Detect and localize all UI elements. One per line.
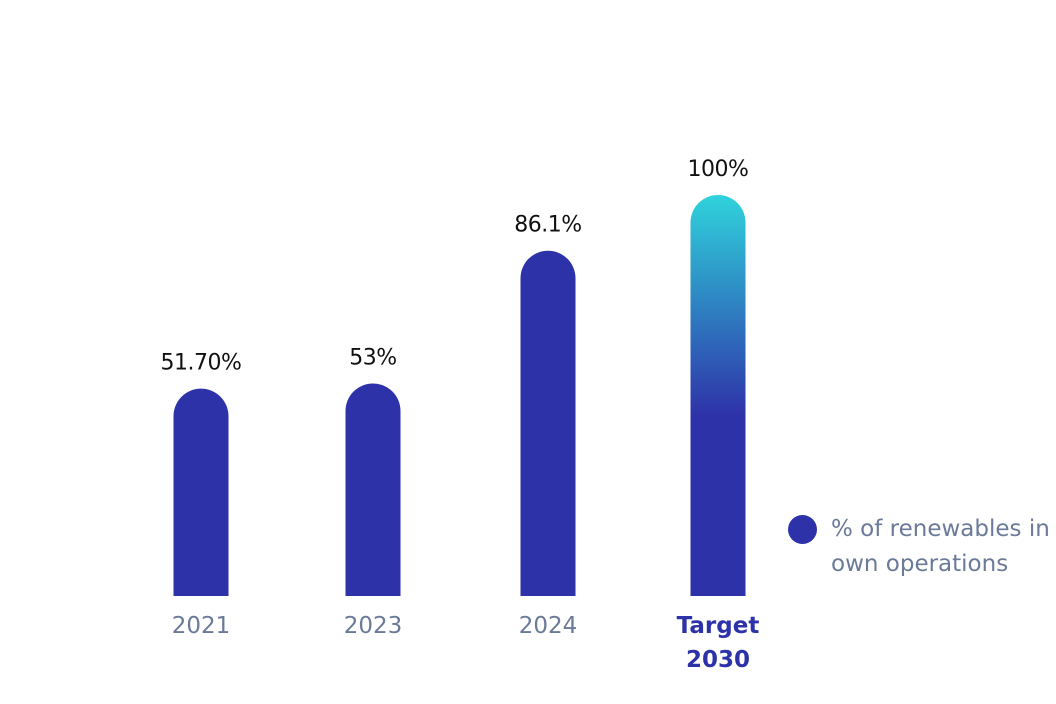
value-labels-layer: 51.70% 53% 86.1% 100% bbox=[161, 157, 749, 376]
value-label: 86.1% bbox=[514, 213, 581, 238]
x-tick-label: 2024 bbox=[519, 613, 578, 639]
x-tick-label: Target 2030 bbox=[677, 613, 760, 673]
bar-target-2030 bbox=[690, 195, 746, 596]
value-label: 51.70% bbox=[161, 351, 242, 376]
bar-2023 bbox=[345, 383, 401, 596]
x-tick-label-line: 2030 bbox=[686, 647, 750, 673]
value-label: 100% bbox=[688, 157, 749, 182]
x-tick-label-line: 2021 bbox=[172, 613, 231, 639]
bar-2024 bbox=[520, 250, 576, 596]
bar-2021 bbox=[173, 388, 229, 596]
x-tick-label-line: 2023 bbox=[344, 613, 403, 639]
legend: % of renewables in own operations bbox=[788, 512, 1051, 582]
value-label: 53% bbox=[349, 345, 396, 370]
x-tick-label: 2023 bbox=[344, 613, 403, 639]
bars-layer bbox=[173, 195, 746, 596]
legend-swatch bbox=[788, 515, 817, 544]
x-tick-label-line: 2024 bbox=[519, 613, 578, 639]
tick-labels-layer: 2021 2023 2024 Target 2030 bbox=[172, 613, 760, 673]
x-tick-label-line: Target bbox=[677, 613, 760, 639]
legend-label: % of renewables in own operations bbox=[831, 516, 1050, 577]
x-tick-label: 2021 bbox=[172, 613, 231, 639]
